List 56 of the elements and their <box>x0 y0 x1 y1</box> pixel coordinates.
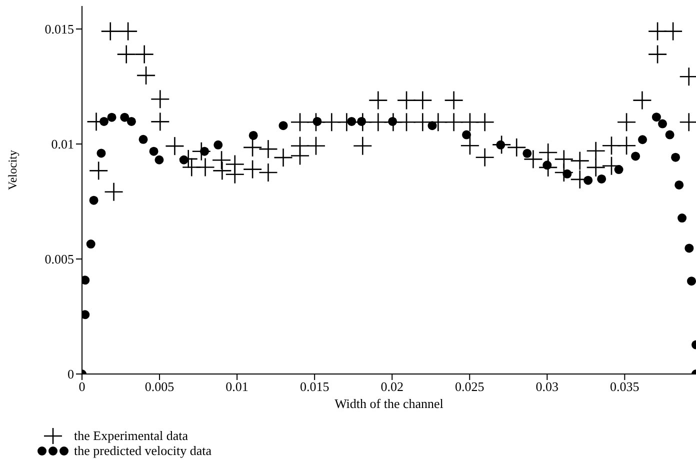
point <box>107 112 116 122</box>
x-axis-title: Width of the channel <box>334 396 444 411</box>
x-tick-label: 0.025 <box>455 379 484 394</box>
point <box>86 240 96 249</box>
point <box>631 152 640 161</box>
point <box>214 140 223 150</box>
point <box>357 116 366 126</box>
point <box>347 116 356 126</box>
x-tick-label: 0.01 <box>226 379 248 394</box>
x-tick-label: 0.02 <box>380 379 404 394</box>
point <box>428 121 437 130</box>
point <box>120 112 130 122</box>
x-tick-label: 0 <box>78 379 86 394</box>
point <box>638 135 648 144</box>
y-tick-label: 0.01 <box>51 136 74 152</box>
point <box>154 155 164 164</box>
point <box>562 169 572 178</box>
x-tick-label: 0.005 <box>144 379 174 394</box>
y-axis-title: Velocity <box>5 150 20 190</box>
x-tick-label: 0.015 <box>300 379 330 394</box>
point <box>179 155 188 164</box>
y-tick-label: 0 <box>68 366 74 382</box>
point <box>82 276 90 285</box>
legend-label: the predicted velocity data <box>74 443 212 458</box>
y-tick-label: 0.005 <box>44 252 74 267</box>
point <box>584 176 593 185</box>
point <box>126 116 136 126</box>
point <box>496 140 506 150</box>
point <box>542 160 552 170</box>
point <box>248 130 258 140</box>
point <box>138 134 148 144</box>
point <box>671 152 680 162</box>
point <box>82 310 90 320</box>
point <box>278 121 288 130</box>
point <box>674 180 684 190</box>
point <box>658 119 668 128</box>
point <box>522 148 532 158</box>
point <box>312 116 322 126</box>
point <box>100 116 109 126</box>
point <box>687 276 696 286</box>
point <box>652 112 661 122</box>
x-tick-label: 0.03 <box>536 379 559 394</box>
point <box>462 130 472 140</box>
point <box>614 165 624 174</box>
point <box>89 196 98 205</box>
point <box>96 148 106 158</box>
point <box>597 174 606 184</box>
point <box>665 130 674 140</box>
point <box>684 244 694 253</box>
point <box>678 214 687 223</box>
point <box>200 146 209 156</box>
legend-label: the Experimental data <box>74 428 188 443</box>
point <box>149 146 158 156</box>
point <box>388 116 398 126</box>
x-tick-label: 0.035 <box>610 379 640 394</box>
y-tick-label: 0.015 <box>44 22 74 37</box>
